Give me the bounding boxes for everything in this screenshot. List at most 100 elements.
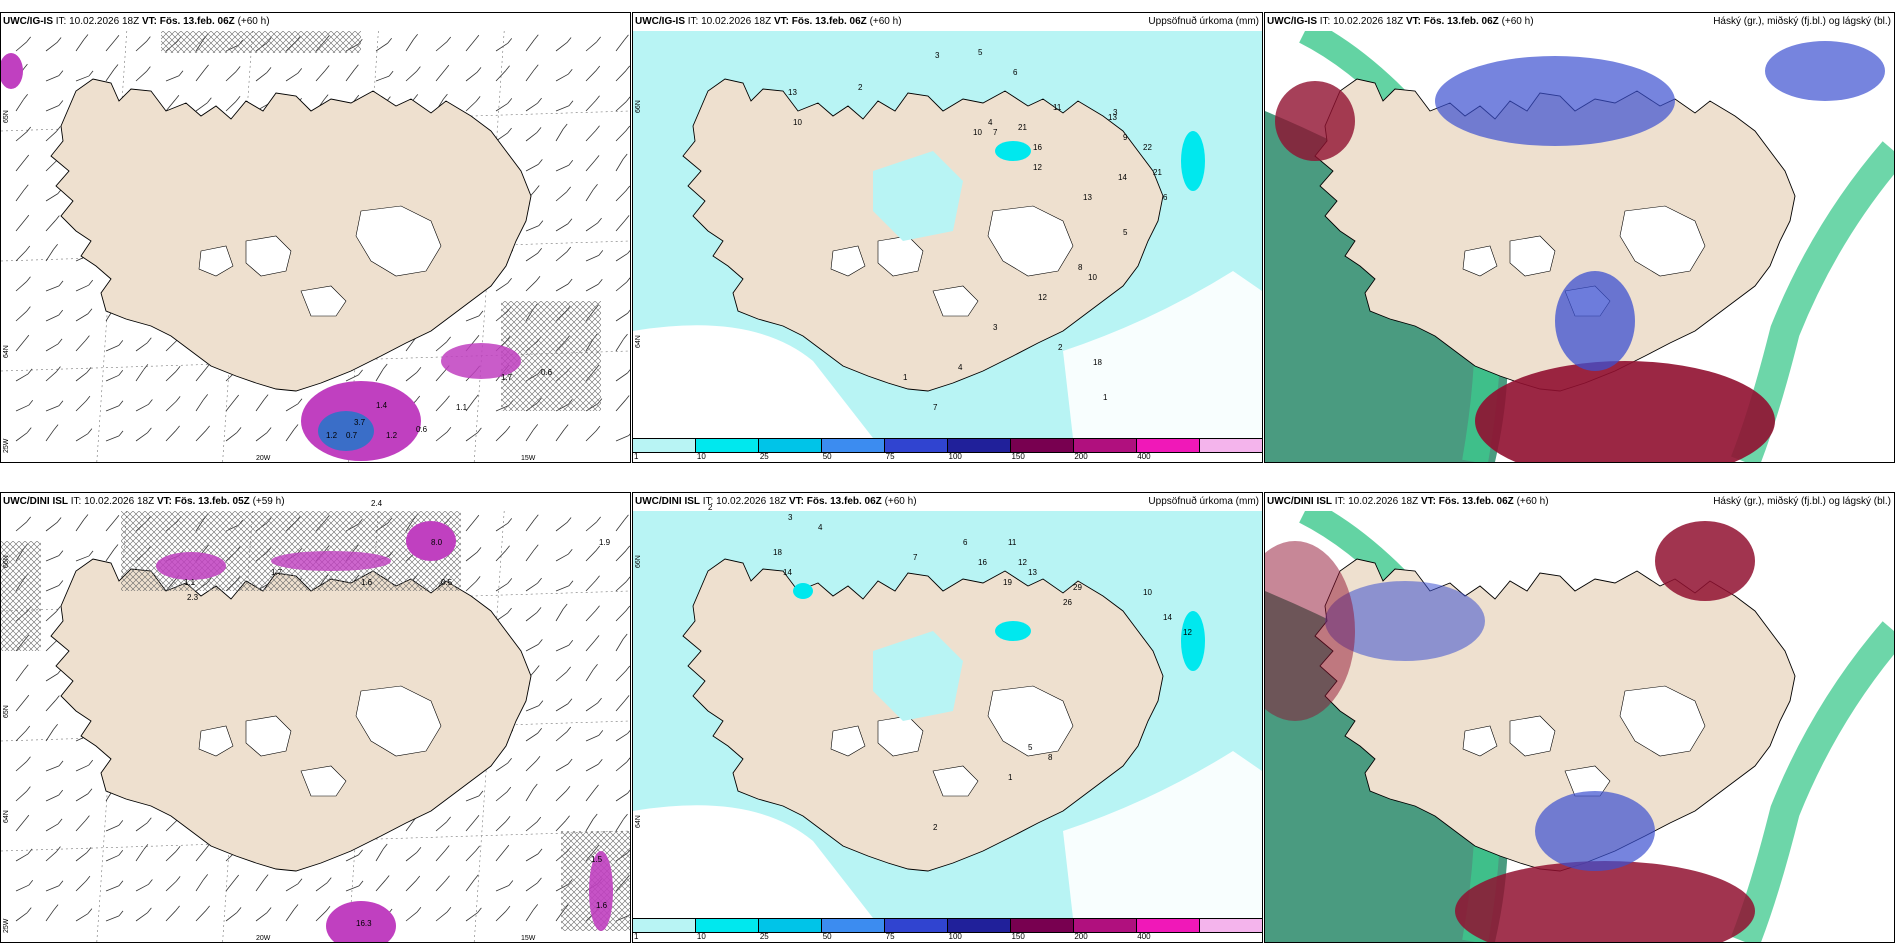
wind-barb bbox=[585, 640, 596, 652]
colorbar-swatch bbox=[1010, 919, 1073, 932]
precip-value-label: 10 bbox=[1088, 273, 1097, 282]
wind-barb bbox=[405, 851, 418, 862]
wind-barb-flag bbox=[565, 785, 571, 792]
dry-area bbox=[1063, 751, 1262, 918]
wind-barb-flag bbox=[205, 425, 210, 432]
wind-barb-flag bbox=[58, 760, 64, 767]
wind-barb bbox=[105, 39, 116, 52]
wind-barb-flag bbox=[507, 607, 512, 614]
wind-barb-flag bbox=[567, 278, 573, 285]
precip-value-label: 1.7 bbox=[501, 373, 513, 382]
colorbar-tick-label: 50 bbox=[822, 932, 832, 941]
wind-barb bbox=[45, 673, 59, 682]
wind-barb-flag bbox=[474, 815, 480, 821]
wind-barb bbox=[15, 699, 26, 712]
colorbar-ticks: 1 10 25 50 75 100 150 200 400 bbox=[633, 452, 1262, 462]
wind-barb-flag bbox=[204, 364, 210, 371]
wind-barb bbox=[285, 909, 295, 922]
wind-barb bbox=[165, 75, 180, 82]
wind-barb bbox=[225, 71, 237, 82]
precip-value-label: 3.7 bbox=[354, 418, 366, 427]
precip-cell bbox=[995, 621, 1031, 641]
wind-barb bbox=[15, 884, 29, 892]
wind-barb-flag bbox=[83, 514, 89, 520]
precip-colorbar: 1 10 25 50 75 100 150 200 400 bbox=[633, 438, 1262, 462]
wind-barb-flag bbox=[25, 725, 31, 732]
precip-value-label: 13 bbox=[1028, 568, 1037, 577]
precip-value-label: 14 bbox=[1163, 613, 1172, 622]
wind-barb-flag bbox=[594, 784, 599, 791]
wind-barb bbox=[75, 313, 89, 322]
precip-value-label: 7 bbox=[933, 403, 938, 412]
glacier-outline bbox=[987, 205, 1074, 277]
wind-barb-flag bbox=[627, 249, 630, 254]
wind-barb bbox=[405, 339, 415, 352]
wind-barb-flag bbox=[537, 248, 542, 254]
lat-label: 65N bbox=[3, 705, 10, 718]
wind-barb bbox=[165, 851, 177, 862]
wind-barb-flag bbox=[118, 370, 124, 376]
lat-label: 66N bbox=[635, 555, 642, 568]
panel-dini-wind: UWC/DINI ISL IT: 10.02.2026 18Z VT: Fös.… bbox=[0, 492, 631, 943]
wind-barb bbox=[255, 399, 265, 412]
wind-barb bbox=[255, 912, 268, 922]
wind-barb bbox=[435, 370, 446, 382]
wind-barb-flag bbox=[536, 127, 542, 133]
glacier-outline bbox=[1462, 245, 1498, 277]
wind-barb bbox=[135, 884, 149, 892]
wind-barb-flag bbox=[56, 606, 61, 612]
colorbar-tick-label: 400 bbox=[1137, 452, 1151, 461]
panel-variable-label: Uppsöfnuð úrkoma (mm) bbox=[1148, 16, 1259, 27]
wind-barb bbox=[585, 160, 596, 172]
wind-barb-flag bbox=[203, 394, 209, 400]
wind-barb-flag bbox=[598, 250, 604, 256]
wind-barb-flag bbox=[86, 847, 92, 853]
wind-barb bbox=[555, 585, 570, 592]
wind-barb bbox=[615, 338, 624, 352]
wind-barb-flag bbox=[595, 425, 601, 432]
glacier-outline bbox=[198, 725, 234, 757]
wind-barb-flag bbox=[475, 845, 481, 852]
wind-barb-flag bbox=[624, 695, 630, 701]
wind-barb-flag bbox=[23, 184, 29, 190]
cloud-map bbox=[1265, 31, 1894, 462]
wind-barb-flag bbox=[622, 153, 628, 160]
wind-barb bbox=[495, 430, 507, 442]
wind-barb-flag bbox=[508, 880, 514, 886]
dry-area bbox=[633, 325, 873, 438]
wind-barb-flag bbox=[205, 905, 210, 912]
precip-value-label: 18 bbox=[1093, 358, 1102, 367]
iceland-landmass bbox=[50, 78, 532, 392]
wind-barb bbox=[615, 220, 626, 232]
wind-barb-flag bbox=[53, 244, 58, 250]
precip-value-label: 13 bbox=[1083, 193, 1092, 202]
wind-barb-flag bbox=[27, 848, 33, 855]
wind-barb-flag bbox=[147, 907, 152, 914]
precip-value-label: 1.2 bbox=[326, 431, 338, 440]
wind-barb-flag bbox=[118, 850, 124, 856]
wind-barb-flag bbox=[532, 783, 538, 790]
precip-map bbox=[633, 511, 1262, 918]
precip-value-label: 7 bbox=[913, 553, 918, 562]
colorbar-tick-label: 200 bbox=[1074, 452, 1088, 461]
glacier-outline bbox=[830, 725, 866, 757]
wind-barb bbox=[495, 762, 508, 772]
wind-barb-flag bbox=[55, 695, 60, 701]
precip-value-label: 1.6 bbox=[361, 578, 373, 587]
wind-barb-flag bbox=[537, 877, 542, 884]
precip-value-label: 29 bbox=[1073, 583, 1082, 592]
wind-barb-flag bbox=[476, 67, 482, 73]
wind-precip-map bbox=[1, 31, 630, 462]
wind-barb bbox=[45, 909, 55, 922]
precip-value-label: 16 bbox=[1033, 143, 1042, 152]
wind-barb bbox=[615, 700, 626, 712]
wind-barb bbox=[75, 340, 86, 352]
wind-barb bbox=[555, 251, 567, 262]
wind-barb-flag bbox=[24, 814, 30, 821]
wind-barb-flag bbox=[358, 369, 363, 376]
wind-barb bbox=[525, 429, 535, 442]
wind-barb bbox=[45, 823, 59, 832]
wind-barb-flag bbox=[53, 904, 59, 910]
wind-barb-flag bbox=[85, 335, 90, 341]
wind-barb bbox=[585, 668, 594, 682]
